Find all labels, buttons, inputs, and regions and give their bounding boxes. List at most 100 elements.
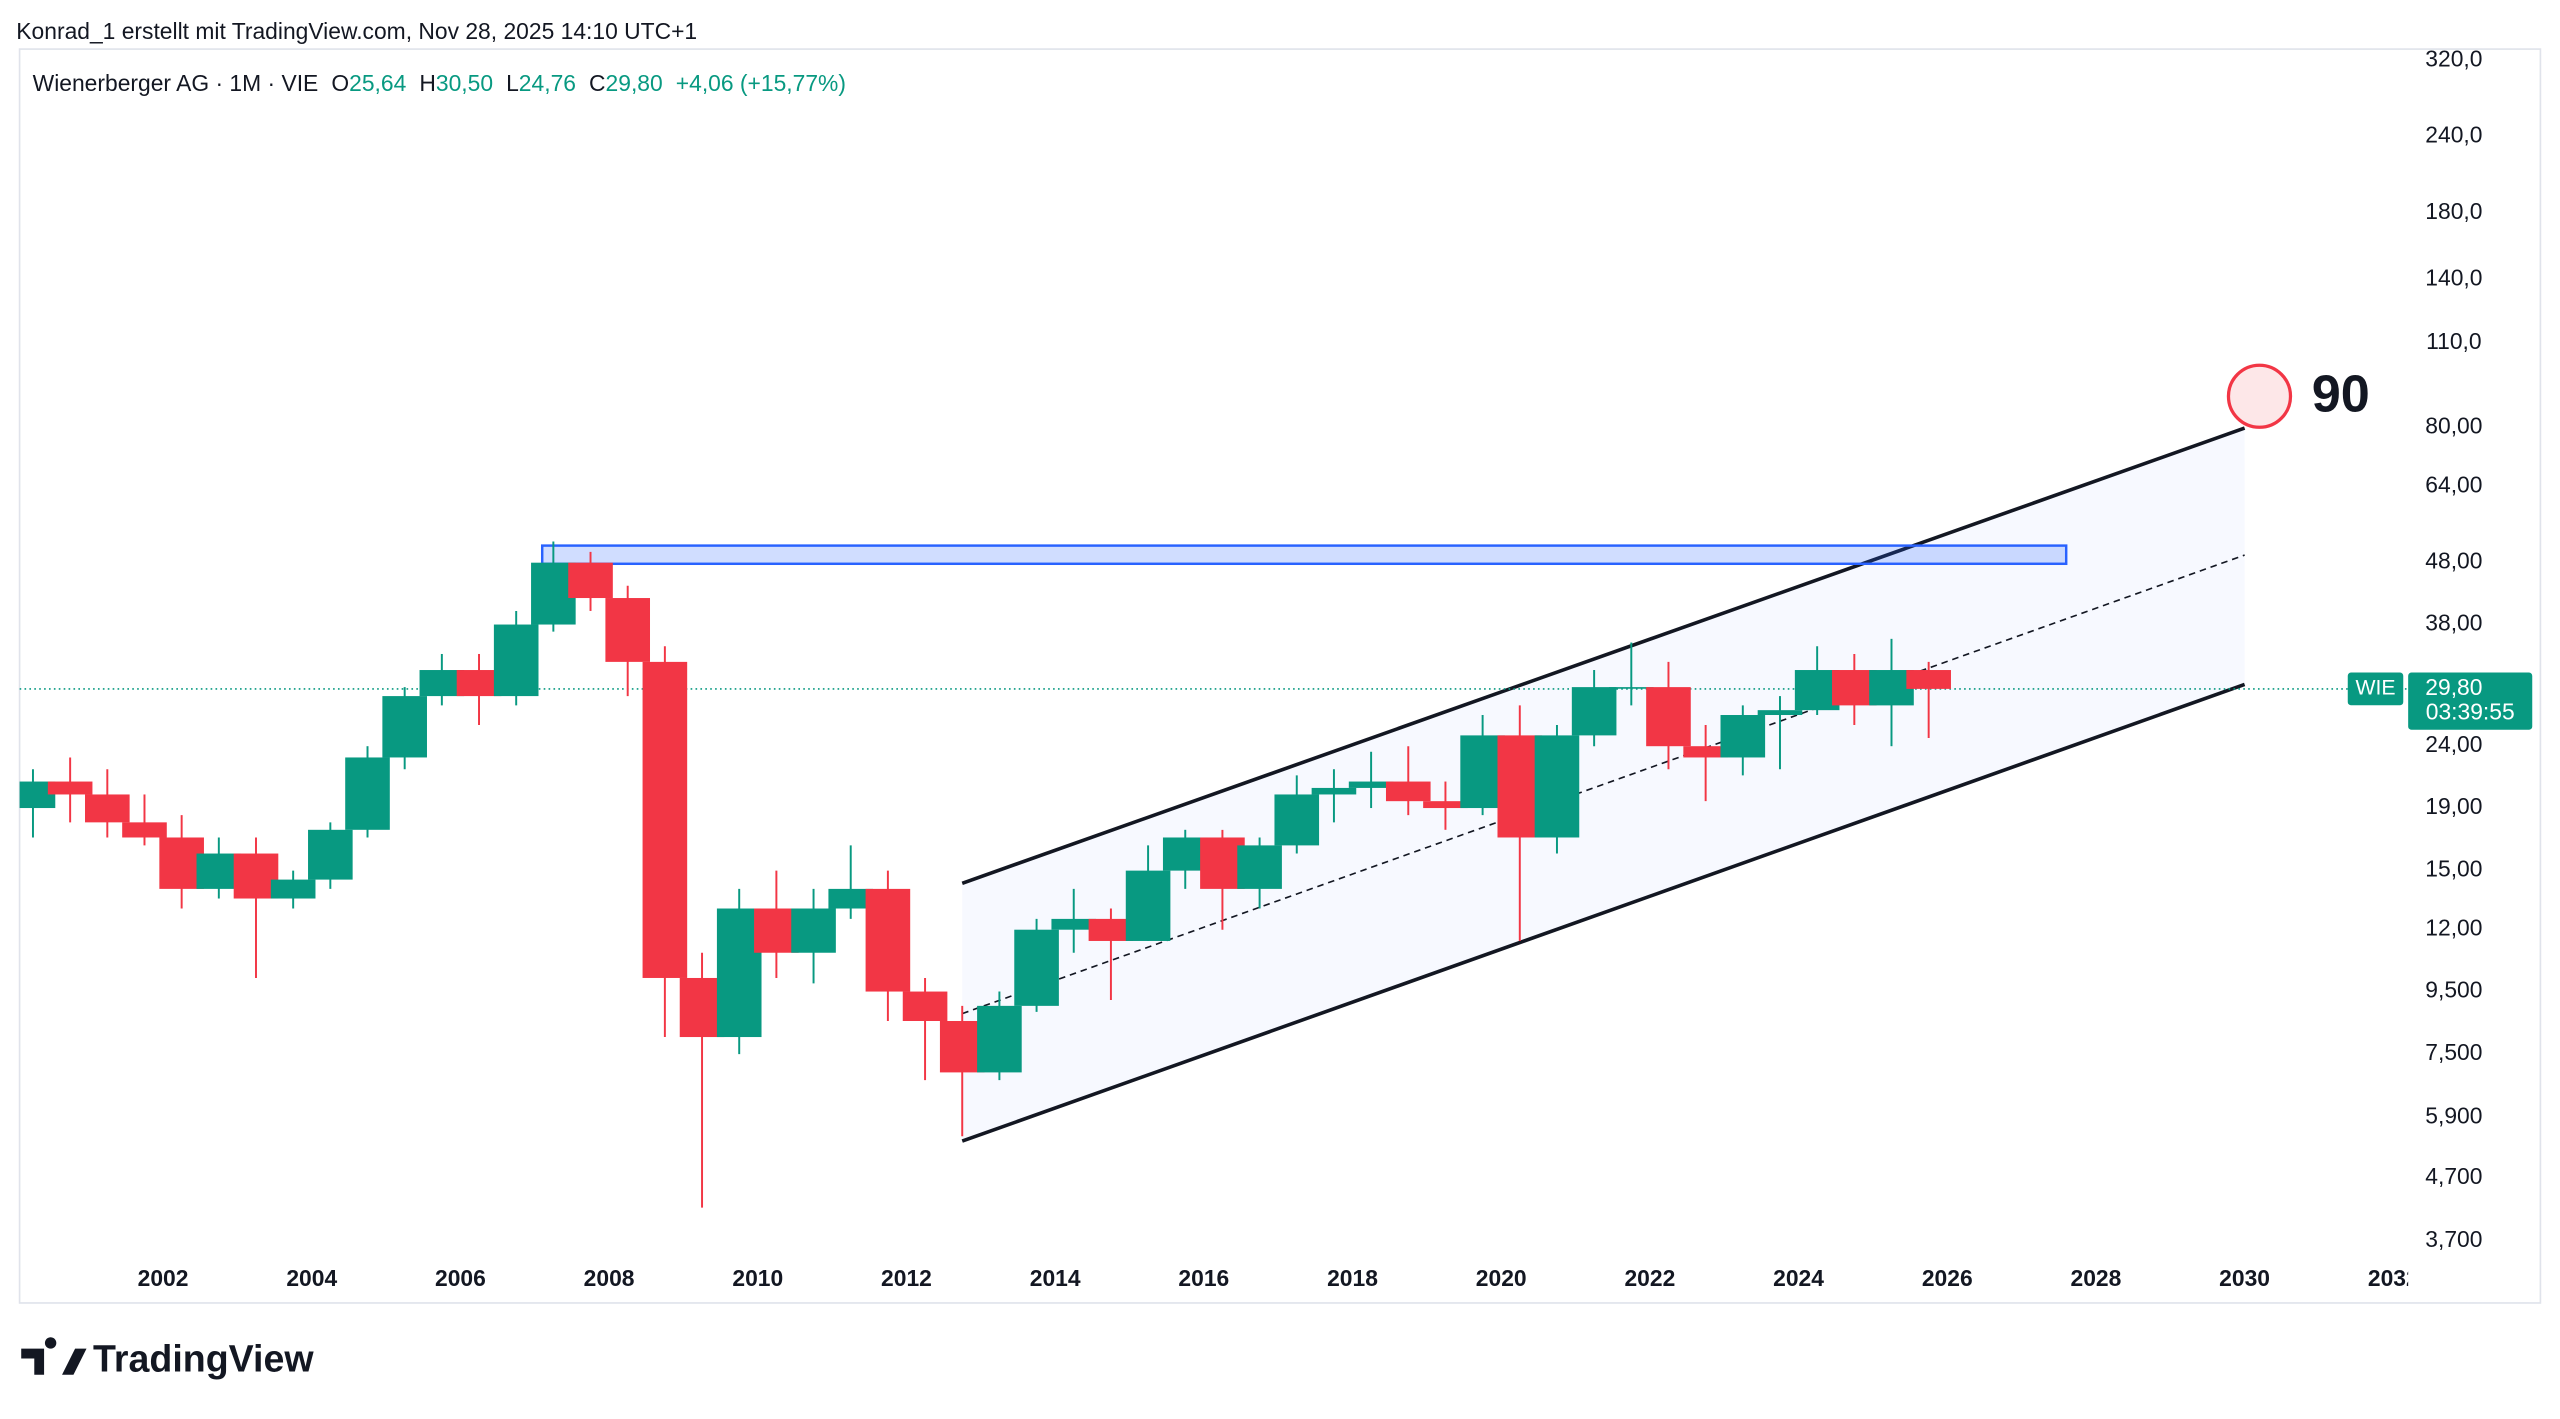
candle-body <box>270 879 316 899</box>
ohlc-value: 24,76 <box>519 70 576 96</box>
candle-body <box>1311 787 1357 795</box>
x-tick-label: 2012 <box>881 1265 932 1291</box>
candle-body <box>1385 781 1431 802</box>
x-tick-label: 2024 <box>1773 1265 1824 1291</box>
ohlc-value: 29,80 <box>606 70 663 96</box>
ohlc-key: L <box>506 70 519 96</box>
y-tick-label: 24,00 <box>2425 731 2482 757</box>
candle-body <box>1534 735 1580 838</box>
x-tick-label: 2016 <box>1178 1265 1229 1291</box>
ohlc-value: 30,50 <box>436 70 493 96</box>
candle-body <box>642 661 688 978</box>
ohlc-value: 25,64 <box>349 70 406 96</box>
candle-body <box>939 1020 985 1073</box>
candle-body <box>1720 715 1766 758</box>
channel-upper <box>961 426 2246 885</box>
y-tick-label: 80,00 <box>2425 412 2482 438</box>
y-tick-label: 15,00 <box>2425 856 2482 882</box>
attribution: Konrad_1 erstellt mit TradingView.com, N… <box>16 18 697 44</box>
x-tick-label: 2008 <box>584 1265 635 1291</box>
candle-body <box>1571 687 1617 736</box>
channel-lower <box>961 682 2246 1143</box>
candle-body <box>85 794 130 823</box>
brand-logo: TradingView <box>21 1337 314 1380</box>
y-tick-label: 48,00 <box>2425 548 2482 574</box>
y-tick-label: 64,00 <box>2425 472 2482 498</box>
candle-body <box>1237 845 1282 889</box>
x-tick-label: 2032 <box>2368 1265 2419 1291</box>
x-tick-label: 2020 <box>1476 1265 1527 1291</box>
candle-body <box>865 888 911 992</box>
countdown: 03:39:55 <box>2426 698 2515 724</box>
candle-body <box>382 696 427 758</box>
y-tick-label: 5,900 <box>2425 1103 2482 1129</box>
x-axis: 2002 2004 2006 2008 2010 2012 2014 2016 2018 2020… <box>138 1265 2419 1291</box>
y-tick-label: 19,00 <box>2425 793 2482 819</box>
symbol-title: Wienerberger AG · 1M · VIE <box>33 70 319 96</box>
target-label: 90 <box>2312 366 2370 424</box>
channel-middle <box>961 554 2245 1015</box>
y-tick-label: 7,500 <box>2425 1039 2482 1065</box>
symbol-legend: Wienerberger AG · 1M · VIE O25,64 H30,50 L2… <box>33 70 846 96</box>
candle-body <box>1423 801 1468 809</box>
candle-body <box>122 822 167 838</box>
x-tick-label: 2002 <box>138 1265 189 1291</box>
y-tick-label: 9,500 <box>2425 977 2482 1003</box>
chart-frame <box>18 48 2542 1304</box>
candle-body <box>1348 781 1394 788</box>
price-tag: 29,80 <box>2425 674 2482 700</box>
brand-name: TradingView <box>93 1338 314 1380</box>
candle-body <box>791 908 836 953</box>
candle-body <box>493 624 539 697</box>
resistance-zone <box>540 544 2068 566</box>
channel-fill <box>962 428 2245 1142</box>
candle-body <box>568 562 613 599</box>
x-tick-label: 2006 <box>435 1265 486 1291</box>
ohlc-key: H <box>419 70 436 96</box>
candle-body <box>1051 918 1097 930</box>
candle-body <box>308 829 353 880</box>
candle-body <box>1497 735 1543 838</box>
y-tick-label: 240,0 <box>2425 122 2482 148</box>
symbol-tag: WIE <box>2355 676 2395 699</box>
ohlc-key: O <box>331 70 349 96</box>
logo-mark <box>21 1337 87 1375</box>
x-tick-label: 2004 <box>286 1265 337 1291</box>
candle-body <box>902 991 948 1021</box>
x-tick-label: 2010 <box>732 1265 783 1291</box>
y-tick-label: 12,00 <box>2425 915 2482 941</box>
y-tick-label: 38,00 <box>2425 610 2482 636</box>
candle-body <box>1683 746 1728 758</box>
candle-body <box>1274 794 1320 846</box>
change: +4,06 (+15,77%) <box>676 70 846 96</box>
candle-body <box>828 888 874 909</box>
x-tick-label: 2028 <box>2071 1265 2122 1291</box>
price-tag-bg <box>2408 672 2533 730</box>
y-tick-label: 320,0 <box>2425 45 2482 71</box>
candle-body <box>605 598 651 662</box>
y-tick-label: 3,700 <box>2425 1226 2482 1252</box>
candle-body <box>1088 918 1134 941</box>
candle-body <box>47 781 93 795</box>
x-tick-label: 2022 <box>1624 1265 1675 1291</box>
ohlc-key: C <box>589 70 606 96</box>
y-tick-label: 110,0 <box>2426 328 2481 354</box>
candle-body <box>1608 687 1654 689</box>
y-tick-label: 140,0 <box>2425 264 2482 290</box>
candle-body <box>1757 710 1803 716</box>
axes: 320,0 240,0 180,0 140,0 110,0 80,00 64,00 48,00… <box>138 45 2483 1291</box>
candle-body <box>1125 870 1171 941</box>
x-tick-label: 2018 <box>1327 1265 1378 1291</box>
candle-body <box>754 908 799 953</box>
candle-body <box>1646 687 1691 747</box>
x-tick-label: 2014 <box>1030 1265 1081 1291</box>
candle-body <box>977 1005 1022 1073</box>
candle-body <box>1906 670 1951 689</box>
y-tick-label: 180,0 <box>2425 198 2482 224</box>
symbol-tag-bg <box>2347 672 2404 706</box>
x-tick-label: 2026 <box>1922 1265 1973 1291</box>
plot-area <box>19 426 2409 1208</box>
target-marker <box>2226 363 2293 429</box>
